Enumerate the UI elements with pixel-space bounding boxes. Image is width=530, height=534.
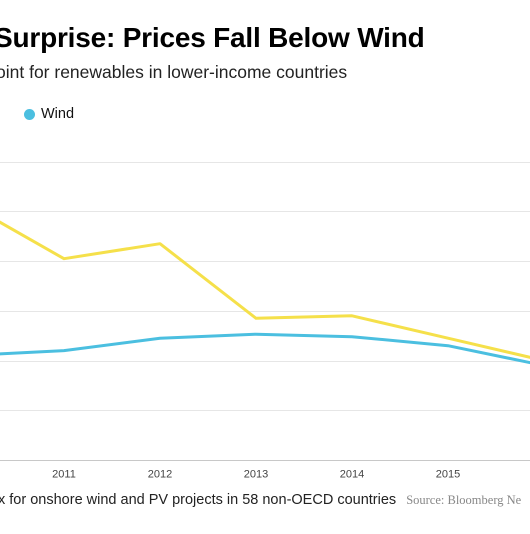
wind-legend-label: Wind <box>41 106 75 122</box>
wind-legend-dot <box>24 108 35 120</box>
legend: Wind <box>24 106 74 122</box>
chart-title: Surprise: Prices Fall Below Wind <box>0 22 425 53</box>
solar-series-line <box>0 220 530 359</box>
x-tick-label: 2012 <box>148 469 172 481</box>
line-chart: 20112012201320142015Q1 <box>0 162 530 481</box>
chart-subtitle: oint for renewables in lower-income coun… <box>0 62 348 82</box>
source-credit: Source: Bloomberg Ne <box>406 493 522 507</box>
x-tick-label: 2011 <box>52 469 76 481</box>
wind-series-line <box>0 332 530 365</box>
x-tick-label: 2015 <box>436 469 460 481</box>
footer-note: x for onshore wind and PV projects in 58… <box>0 492 397 508</box>
x-tick-label: 2013 <box>244 469 268 481</box>
x-tick-label: 2014 <box>340 469 364 481</box>
chart-footer: x for onshore wind and PV projects in 58… <box>0 492 521 508</box>
